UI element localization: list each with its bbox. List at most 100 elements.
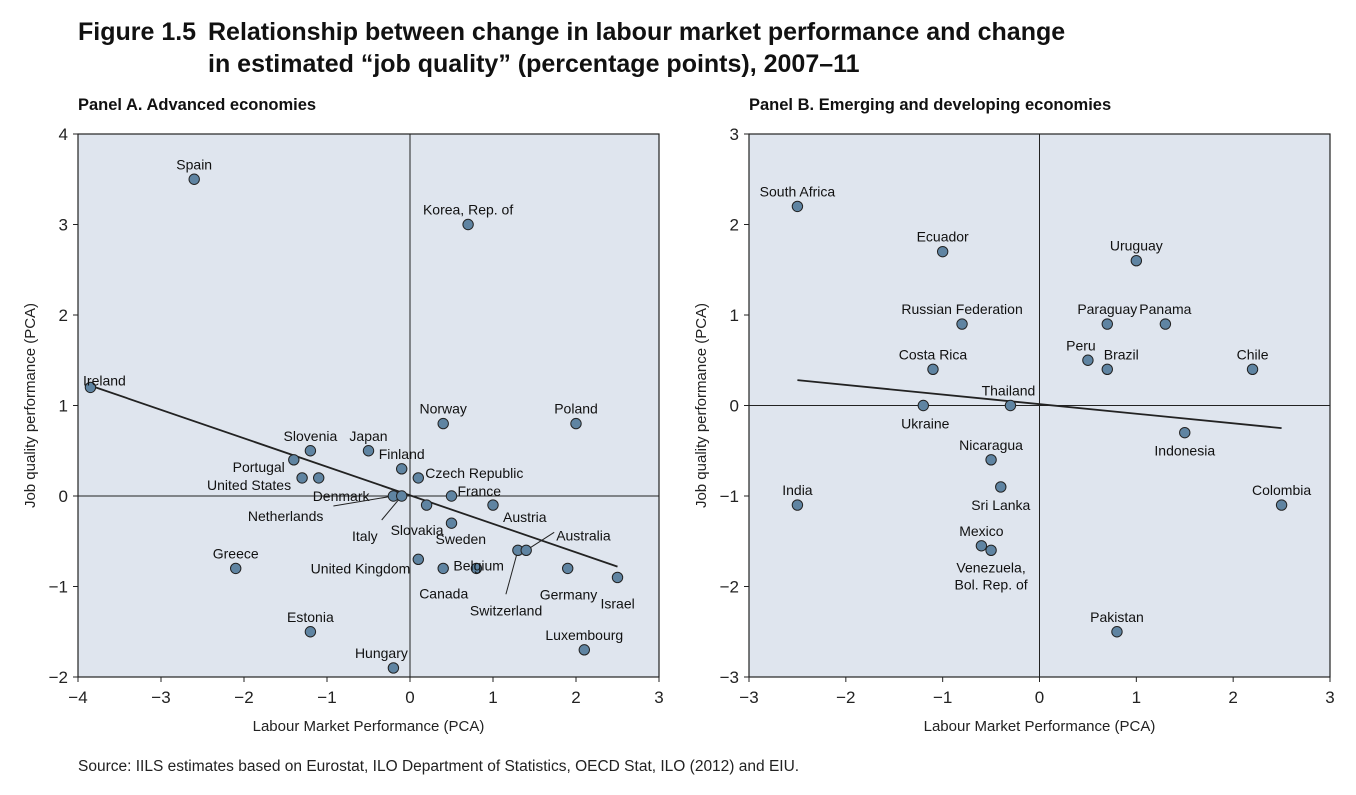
data-point	[84, 381, 97, 394]
data-label: Czech Republic	[425, 465, 523, 481]
data-label: Japan	[349, 428, 387, 444]
data-label-line: Germany	[540, 586, 598, 602]
data-label: Poland	[554, 401, 598, 417]
data-point	[445, 517, 458, 529]
x-tick-label: −1	[317, 688, 336, 707]
source-note: Source: IILS estimates based on Eurostat…	[78, 758, 800, 775]
data-point	[975, 540, 988, 552]
data-label: United States	[207, 477, 291, 493]
data-point	[304, 445, 317, 457]
data-label-line: Brazil	[1104, 346, 1139, 362]
data-point	[288, 454, 300, 466]
data-label-line: Paraguay	[1077, 301, 1137, 317]
data-point	[412, 472, 424, 484]
data-label-line: Greece	[213, 545, 259, 561]
data-label-line: Switzerland	[470, 602, 542, 618]
data-point	[927, 363, 939, 375]
y-tick-label: 3	[730, 125, 739, 144]
data-label-line: Norway	[419, 401, 466, 417]
data-label-line: Ecuador	[917, 229, 969, 245]
figure-number: Figure 1.5	[78, 18, 197, 46]
data-label: Ukraine	[901, 416, 949, 432]
data-label-line: South Africa	[760, 183, 836, 199]
data-label-line: Peru	[1066, 337, 1096, 353]
data-label-line: Slovakia	[391, 522, 444, 538]
data-label-line: Finland	[379, 446, 425, 462]
label-leader-line	[505, 550, 519, 595]
data-label: Belgium	[453, 557, 504, 573]
data-point	[1246, 363, 1259, 375]
data-label: Switzerland	[470, 602, 542, 618]
data-label: Thailand	[982, 383, 1036, 399]
data-point	[1111, 626, 1123, 638]
data-label-line: Sri Lanka	[971, 497, 1030, 513]
data-point	[1130, 255, 1143, 267]
data-label-line: Mexico	[959, 523, 1004, 539]
data-label: Austria	[503, 509, 547, 525]
data-label-line: Australia	[556, 527, 611, 543]
y-tick-label: −1	[49, 578, 68, 597]
data-point	[445, 490, 458, 502]
data-label: India	[782, 482, 813, 498]
x-tick-label: 0	[405, 688, 414, 707]
label-leader-line	[333, 495, 394, 507]
data-label: Russian Federation	[901, 301, 1022, 317]
data-label: Mexico	[959, 523, 1004, 539]
data-label-line: Luxembourg	[545, 627, 623, 643]
data-label: Australia	[556, 527, 611, 543]
data-point	[188, 173, 200, 185]
data-point	[396, 490, 408, 502]
x-tick-label: 3	[1325, 688, 1334, 707]
data-point	[362, 445, 375, 457]
data-label-line: Japan	[349, 428, 387, 444]
data-point	[611, 571, 624, 584]
data-point	[412, 553, 424, 566]
data-label-line: Austria	[503, 509, 547, 525]
data-label: Pakistan	[1090, 609, 1144, 625]
data-label: Nicaragua	[959, 437, 1023, 453]
data-label-line: Ireland	[83, 372, 126, 388]
y-tick-label: −3	[720, 668, 739, 687]
data-label: Greece	[213, 545, 259, 561]
data-label: Colombia	[1252, 482, 1311, 498]
data-point	[791, 200, 804, 213]
data-label: Germany	[540, 586, 598, 602]
x-tick-label: 1	[1132, 688, 1141, 707]
data-label: Indonesia	[1154, 443, 1215, 459]
data-label: Italy	[352, 528, 378, 544]
y-axis-label: Job quality performance (PCA)	[693, 303, 710, 508]
data-label: Canada	[419, 585, 468, 601]
x-tick-label: −2	[234, 688, 253, 707]
data-label-line: Sweden	[436, 531, 487, 547]
data-point	[985, 544, 997, 556]
data-label: Luxembourg	[545, 627, 623, 643]
y-tick-label: 0	[59, 487, 68, 506]
data-point	[520, 544, 532, 556]
data-point	[396, 463, 408, 475]
data-label: Slovenia	[284, 428, 338, 444]
data-label-line: Pakistan	[1090, 609, 1144, 625]
data-point	[296, 472, 308, 484]
data-point	[570, 417, 582, 430]
data-point	[470, 562, 483, 575]
data-label-line: Colombia	[1252, 482, 1311, 498]
data-point	[995, 481, 1007, 493]
data-point	[562, 562, 574, 575]
data-label: Ireland	[83, 372, 126, 388]
y-tick-label: 3	[59, 216, 68, 235]
data-label-line: Portugal	[233, 459, 285, 475]
x-tick-label: 2	[1228, 688, 1237, 707]
data-point	[230, 562, 242, 575]
data-label: Costa Rica	[899, 346, 968, 362]
figure-title-line2: in estimated “job quality” (percentage p…	[208, 50, 860, 78]
data-point	[1179, 426, 1191, 439]
plot-area	[77, 133, 660, 678]
data-label-line: France	[458, 483, 502, 499]
data-label-line: Israel	[601, 595, 635, 611]
data-label: Portugal	[233, 459, 285, 475]
data-point	[313, 472, 325, 484]
x-tick-label: −3	[151, 688, 170, 707]
data-label: Venezuela, Bol. Rep. of	[955, 559, 1028, 592]
data-label: Paraguay	[1077, 301, 1137, 317]
